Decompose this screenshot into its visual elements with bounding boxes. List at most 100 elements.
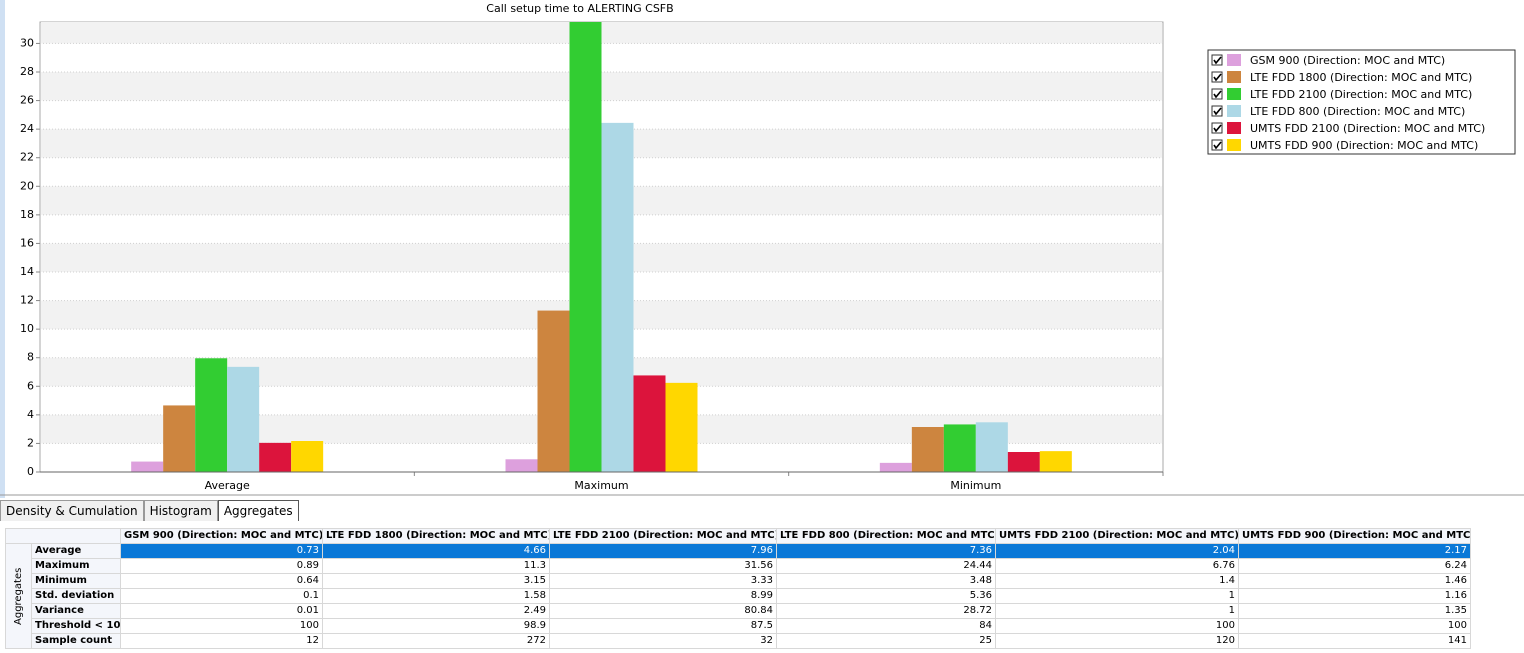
bar	[975, 422, 1008, 472]
bar	[131, 461, 164, 472]
tab[interactable]: Histogram	[143, 500, 218, 521]
chart: Call setup time to ALERTING CSFB 0 24 6 8 10…	[0, 0, 1524, 498]
y-tick-label: 18	[20, 208, 34, 221]
tab[interactable]: Aggregates	[217, 500, 299, 521]
y-tick-label: 0	[27, 465, 34, 478]
bar	[259, 442, 292, 472]
left-strip	[0, 0, 5, 498]
bar	[633, 375, 666, 472]
table-cell: 7.36	[776, 543, 996, 559]
table-cell: 0.1	[120, 588, 323, 604]
bar	[665, 382, 698, 472]
table-cell: 32	[549, 633, 777, 649]
table-row[interactable]: Sample count 12 272 32 25 120 141	[6, 633, 1471, 649]
legend-box	[1207, 49, 1516, 155]
table-row[interactable]: Aggregates Average 0.73 4.66 7.96 7.36 2.04 2.1…	[5, 543, 1471, 649]
y-tick-label: 12	[20, 294, 34, 307]
y-tick-label: 10	[20, 322, 34, 335]
bar	[569, 22, 602, 472]
column-header: GSM 900 (Direction: MOC and MTC)	[120, 528, 323, 544]
table-cell: 120	[995, 633, 1239, 649]
table-cell: 1.58	[322, 588, 550, 604]
column-header: LTE FDD 2100 (Direction: MOC and MTC)	[549, 528, 777, 544]
legend-checkbox	[1211, 139, 1223, 151]
legend-swatch	[1227, 54, 1241, 66]
column-header: LTE FDD 1800 (Direction: MOC and MTC)	[322, 528, 550, 544]
table-cell: 1.16	[1238, 588, 1471, 604]
legend-check	[1213, 124, 1222, 133]
table-cell: 12	[120, 633, 323, 649]
table-cell: 7.96	[549, 543, 777, 559]
table-cell: 6.76	[995, 558, 1239, 574]
legend-check	[1213, 90, 1222, 99]
y-tick-label: 14	[20, 265, 34, 278]
bar	[601, 122, 634, 472]
table-cell: 80.84	[549, 603, 777, 619]
legend-label: UMTS FDD 900 (Direction: MOC and MTC)	[1250, 139, 1478, 152]
table-cell: 1.46	[1238, 573, 1471, 589]
table-cell: 2.49	[322, 603, 550, 619]
table-cell: 98.9	[322, 618, 550, 634]
legend-label: UMTS FDD 2100 (Direction: MOC and MTC)	[1250, 122, 1485, 135]
bar	[195, 358, 228, 472]
row-label: Maximum	[31, 558, 121, 574]
table-row[interactable]: Std. deviation 0.1 1.58 8.99 5.36 1 1.16	[6, 588, 1471, 604]
table-cell: 1	[995, 588, 1239, 604]
bar	[943, 424, 976, 472]
legend-check	[1213, 73, 1222, 82]
row-label: Std. deviation	[31, 588, 121, 604]
table-row[interactable]: Minimum 0.64 3.15 3.33 3.48 1.4 1.46	[6, 573, 1471, 589]
legend-label: GSM 900 (Direction: MOC and MTC)	[1250, 54, 1445, 67]
bar	[1007, 452, 1040, 472]
table-cell: 100	[120, 618, 323, 634]
y-tick-label: 24	[20, 122, 34, 135]
bar	[1039, 451, 1072, 472]
table-cell: 24.44	[776, 558, 996, 574]
x-tick-label: Minimum	[950, 479, 1001, 492]
table-cell: 25	[776, 633, 996, 649]
table-cell: 87.5	[549, 618, 777, 634]
legend-label: LTE FDD 2100 (Direction: MOC and MTC)	[1250, 88, 1472, 101]
y-tick-label: 8	[27, 351, 34, 364]
legend-check	[1213, 56, 1222, 65]
y-tick-label: 6	[27, 379, 34, 392]
column-header: LTE FDD 800 (Direction: MOC and MTC)	[776, 528, 996, 544]
table-cell: 0.73	[120, 543, 323, 559]
legend-swatch	[1227, 88, 1241, 100]
table-cell: 2.17	[1238, 543, 1471, 559]
table-row[interactable]: Variance 0.01 2.49 80.84 28.72 1 1.35	[6, 603, 1471, 619]
row-label: Minimum	[31, 573, 121, 589]
table-cell: 0.01	[120, 603, 323, 619]
table-cell: 2.04	[995, 543, 1239, 559]
legend-checkbox	[1211, 71, 1223, 83]
legend-check	[1213, 107, 1222, 116]
legend-check	[1213, 141, 1222, 150]
table-cell: 3.48	[776, 573, 996, 589]
chart-title: Call setup time to ALERTING CSFB	[486, 2, 673, 15]
y-tick-label: 22	[20, 151, 34, 164]
table-cell: 100	[1238, 618, 1471, 634]
legend-swatch	[1227, 71, 1241, 83]
table-cell: 8.99	[549, 588, 777, 604]
table-cell: 0.89	[120, 558, 323, 574]
legend-checkbox	[1211, 105, 1223, 117]
table-cell: 100	[995, 618, 1239, 634]
table-row[interactable]: Maximum 0.89 11.3 31.56 24.44 6.76 6.24	[6, 558, 1471, 574]
y-tick-label: 26	[20, 94, 34, 107]
bar	[291, 441, 324, 472]
table-cell: 31.56	[549, 558, 777, 574]
row-group-label: Aggregates	[5, 543, 32, 649]
row-label: Sample count	[31, 633, 121, 649]
tab[interactable]: Density & Cumulation	[0, 500, 144, 521]
legend-swatch	[1227, 139, 1241, 151]
bar	[879, 462, 912, 472]
y-tick-label: 16	[20, 236, 34, 249]
table-cell: 11.3	[322, 558, 550, 574]
table-cell: 1.35	[1238, 603, 1471, 619]
table-row[interactable]: Threshold < 10 100 98.9 87.5 84 100 100	[6, 618, 1471, 634]
bar	[911, 427, 944, 472]
y-tick-label: 4	[27, 408, 34, 421]
column-header: UMTS FDD 2100 (Direction: MOC and MTC)	[995, 528, 1239, 544]
legend-checkbox	[1211, 54, 1223, 66]
